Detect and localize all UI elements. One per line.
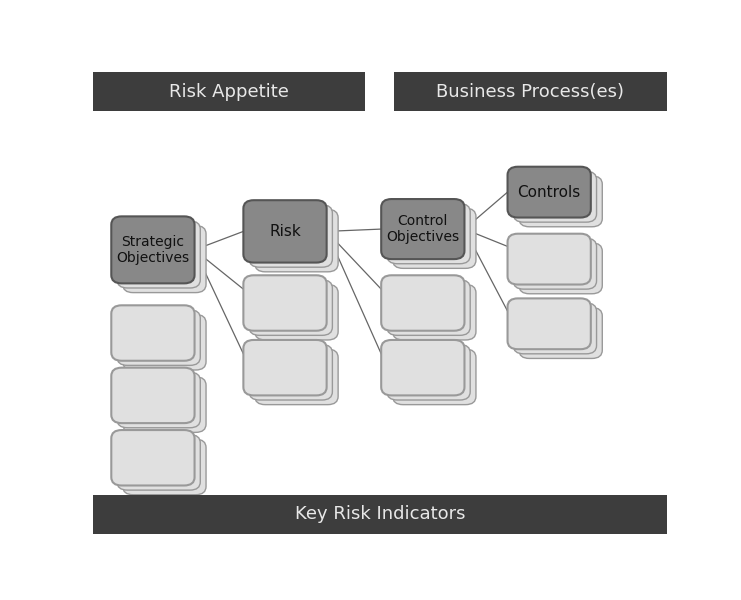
FancyBboxPatch shape: [249, 280, 333, 335]
FancyBboxPatch shape: [393, 284, 476, 340]
Text: Control
Objectives: Control Objectives: [386, 214, 459, 244]
FancyBboxPatch shape: [387, 344, 471, 400]
FancyBboxPatch shape: [381, 275, 465, 331]
FancyBboxPatch shape: [255, 209, 338, 272]
Text: Risk Appetite: Risk Appetite: [169, 83, 289, 101]
FancyBboxPatch shape: [519, 176, 602, 227]
FancyBboxPatch shape: [249, 344, 333, 400]
FancyBboxPatch shape: [117, 221, 200, 288]
FancyBboxPatch shape: [387, 280, 471, 335]
FancyBboxPatch shape: [393, 208, 476, 268]
FancyBboxPatch shape: [381, 199, 465, 259]
Bar: [93, 495, 667, 534]
Text: Business Process(es): Business Process(es): [436, 83, 624, 101]
FancyBboxPatch shape: [508, 298, 591, 349]
FancyBboxPatch shape: [381, 340, 465, 395]
FancyBboxPatch shape: [123, 377, 206, 433]
FancyBboxPatch shape: [117, 372, 200, 428]
FancyBboxPatch shape: [255, 284, 338, 340]
FancyBboxPatch shape: [117, 434, 200, 490]
FancyBboxPatch shape: [117, 310, 200, 365]
FancyBboxPatch shape: [508, 234, 591, 284]
FancyBboxPatch shape: [243, 275, 327, 331]
FancyBboxPatch shape: [519, 308, 602, 358]
FancyBboxPatch shape: [243, 340, 327, 395]
Text: Risk: Risk: [269, 224, 301, 239]
Text: Strategic
Objectives: Strategic Objectives: [116, 235, 190, 265]
Text: Controls: Controls: [517, 185, 581, 200]
FancyBboxPatch shape: [111, 217, 195, 283]
FancyBboxPatch shape: [508, 167, 591, 218]
FancyBboxPatch shape: [123, 314, 206, 370]
FancyBboxPatch shape: [249, 205, 333, 267]
FancyBboxPatch shape: [243, 200, 327, 263]
FancyBboxPatch shape: [123, 226, 206, 293]
FancyBboxPatch shape: [111, 430, 195, 485]
Bar: [93, 72, 365, 111]
FancyBboxPatch shape: [514, 172, 597, 222]
FancyBboxPatch shape: [393, 349, 476, 404]
FancyBboxPatch shape: [111, 305, 195, 361]
FancyBboxPatch shape: [123, 439, 206, 495]
FancyBboxPatch shape: [111, 368, 195, 423]
Bar: [394, 72, 667, 111]
FancyBboxPatch shape: [519, 243, 602, 294]
FancyBboxPatch shape: [514, 303, 597, 354]
FancyBboxPatch shape: [514, 238, 597, 289]
Text: Key Risk Indicators: Key Risk Indicators: [294, 505, 465, 523]
FancyBboxPatch shape: [255, 349, 338, 404]
FancyBboxPatch shape: [387, 203, 471, 264]
